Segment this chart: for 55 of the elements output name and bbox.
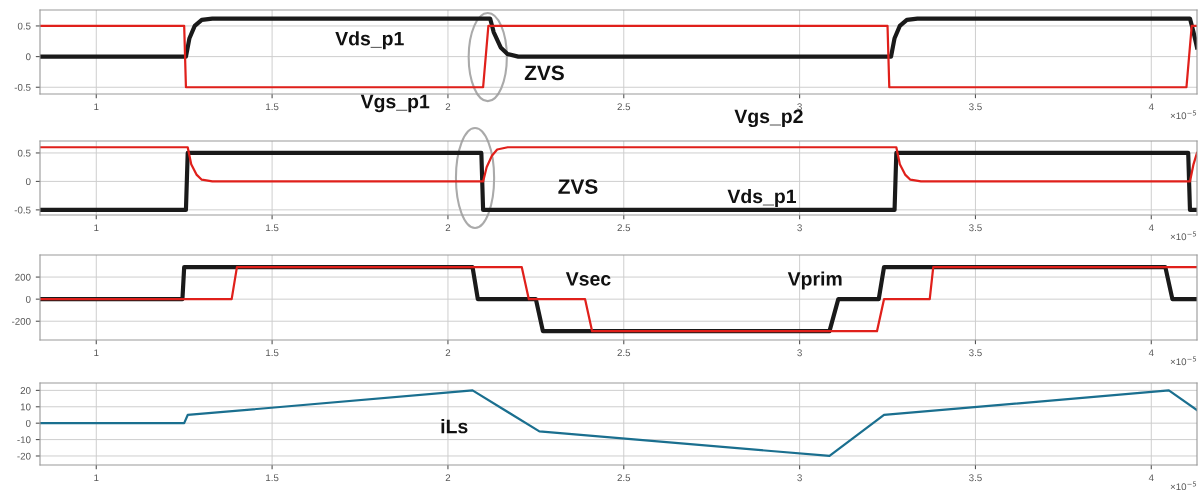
- x-tick-label: 1: [94, 103, 99, 111]
- x-tick-label: 4: [1148, 349, 1154, 357]
- x-tick-label: 3.5: [969, 474, 982, 482]
- x-tick-label: 1.5: [266, 224, 279, 232]
- series-label: Vds_p1: [727, 188, 797, 208]
- series-label: Vds_p1: [335, 31, 404, 50]
- x-tick-label: 3: [797, 103, 802, 111]
- x-tick-label: 3.5: [969, 349, 982, 357]
- x-tick-label: 1: [94, 349, 99, 357]
- x-tick-label: 3: [797, 474, 802, 482]
- y-tick-label: -0.5: [14, 83, 31, 91]
- x-tick-label: 1: [94, 224, 99, 232]
- x-tick-label: 4: [1148, 103, 1154, 111]
- x-tick-label: 4: [1148, 474, 1154, 482]
- y-tick-label: 0.5: [17, 22, 31, 30]
- y-tick-label: 0: [25, 295, 31, 303]
- x-tick-label: 3: [797, 349, 802, 357]
- series-label: Vgs_p1: [360, 94, 430, 113]
- annotation: ZVS: [524, 65, 564, 81]
- y-tick-label: 0: [25, 178, 31, 186]
- x-tick-label: 2.5: [617, 474, 631, 482]
- x-tick-label: 2: [445, 349, 451, 357]
- series-label: Vprim: [787, 271, 842, 290]
- x-tick-label: 2.5: [617, 349, 631, 357]
- x-tick-label: 3.5: [969, 224, 982, 232]
- x-tick-label: 2: [445, 103, 451, 111]
- y-tick-label: 10: [20, 403, 31, 411]
- series-label: iLs: [441, 419, 468, 434]
- x-axis-title: ×10$^{−5}$: [1170, 110, 1197, 120]
- y-tick-label: 0: [25, 53, 31, 61]
- y-tick-label: -200: [11, 317, 31, 325]
- y-tick-label: 200: [15, 273, 31, 281]
- x-tick-label: 2.5: [617, 103, 631, 111]
- x-axis-title: ×10$^{−5}$: [1170, 481, 1197, 490]
- x-tick-label: 2: [445, 224, 451, 232]
- x-tick-label: 2.5: [617, 224, 631, 232]
- x-tick-label: 1: [94, 474, 99, 482]
- annotation: ZVS: [558, 179, 598, 194]
- y-tick-label: 0.5: [17, 149, 31, 157]
- x-tick-label: 1.5: [266, 103, 279, 111]
- x-axis-title: ×10$^{−5}$: [1170, 356, 1197, 366]
- y-tick-label: -0.5: [14, 206, 31, 214]
- x-tick-label: 3.5: [969, 103, 982, 111]
- y-tick-label: 0: [25, 419, 31, 427]
- x-tick-label: 1.5: [266, 474, 279, 482]
- y-tick-label: -20: [17, 452, 31, 460]
- series-label: Vgs_p2: [734, 109, 803, 128]
- y-tick-label: -10: [17, 436, 31, 444]
- y-tick-label: 20: [20, 387, 31, 394]
- x-axis-title: ×10$^{−5}$: [1170, 231, 1197, 241]
- x-tick-label: 1.5: [266, 349, 279, 357]
- series-label: Vsec: [565, 272, 611, 286]
- x-tick-label: 3: [797, 224, 802, 232]
- x-tick-label: 4: [1148, 224, 1154, 232]
- x-tick-label: 2: [445, 474, 451, 482]
